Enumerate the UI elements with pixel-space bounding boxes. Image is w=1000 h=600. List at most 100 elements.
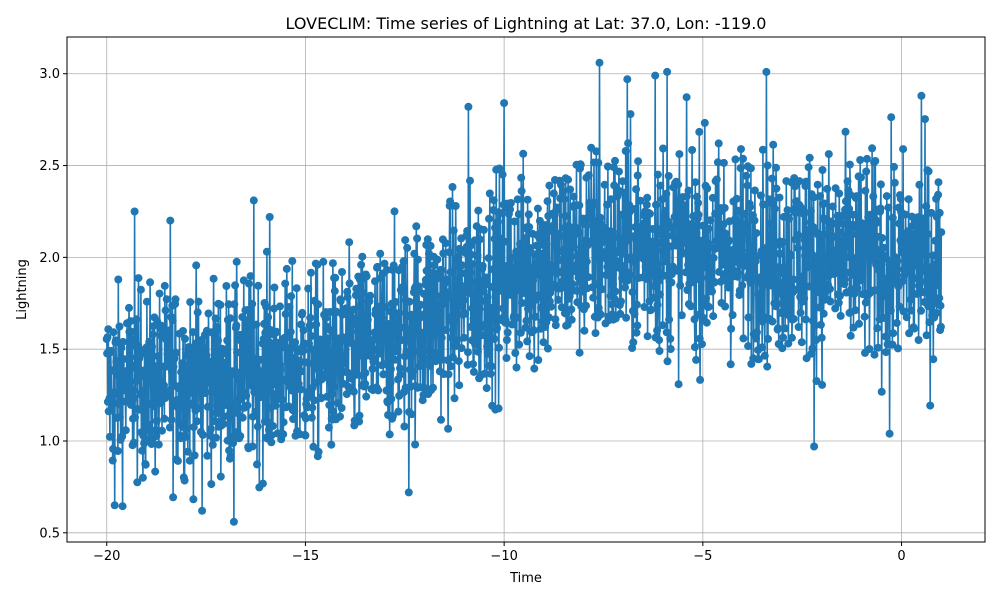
data-point [796,308,805,317]
data-point [936,322,945,331]
data-point [574,228,583,237]
data-point [497,246,506,255]
data-point [413,255,422,264]
y-tick-label: 1.0 [39,435,60,450]
y-tick-label: 0.5 [39,526,60,541]
data-point [387,395,396,403]
data-point [380,259,389,268]
data-point [154,352,162,361]
data-point [836,228,845,237]
data-point [793,244,802,253]
data-point [653,170,662,179]
data-point [630,310,639,319]
data-point [624,139,633,148]
data-point [235,376,244,385]
data-point [437,333,446,342]
data-point [785,301,794,310]
data-point [873,324,882,333]
data-point [324,423,333,432]
data-point [602,271,611,279]
data-point [165,386,174,395]
data-point [444,293,453,302]
data-point [490,334,499,343]
data-point [404,488,413,497]
data-point [330,287,339,296]
data-point [107,402,116,411]
data-point [287,292,296,301]
data-point [268,343,277,351]
data-point [870,286,879,295]
data-point [366,291,375,300]
data-point [634,157,643,166]
data-point [425,361,434,370]
data-point [477,331,486,340]
data-point [516,242,525,251]
data-point [593,232,602,241]
data-point [733,269,742,277]
data-point [442,275,451,284]
data-point [405,297,414,306]
data-point [243,350,251,359]
data-point [328,259,337,268]
data-point [249,196,258,205]
data-point [927,269,935,278]
data-point [843,177,852,186]
data-point [662,328,671,337]
data-point [262,302,271,311]
data-point [254,281,263,290]
data-point [853,254,862,263]
y-tick-label: 1.5 [39,343,60,358]
data-point [666,345,675,353]
data-point [419,289,428,298]
data-point [921,115,929,124]
data-point [206,424,215,433]
data-point [169,493,178,502]
data-point [762,248,771,257]
data-point [692,229,701,238]
data-point [898,248,907,257]
data-point [621,147,630,155]
data-point [623,75,632,84]
data-point [648,225,657,233]
data-point [813,180,822,189]
data-point [704,302,713,311]
data-point [512,313,521,322]
data-point [530,250,539,259]
data-point [106,346,115,355]
data-point [229,439,238,447]
data-point [658,321,667,330]
data-point [324,334,333,343]
data-point [782,271,791,280]
data-point [537,249,546,258]
data-point [115,413,124,422]
data-point [659,271,668,280]
data-point [222,386,231,395]
data-point [708,287,716,296]
data-point [313,260,322,269]
data-point [469,360,478,369]
data-point [478,262,487,270]
data-point [512,363,521,372]
data-point [271,401,280,410]
data-point [189,328,197,337]
data-point [154,440,163,449]
data-point [620,188,629,197]
data-point [448,183,457,191]
data-point [532,260,541,269]
data-point [855,319,863,328]
data-point [791,209,800,217]
data-point [226,314,235,323]
data-point [774,324,782,333]
data-point [185,456,194,465]
data-point [345,279,354,288]
data-point [580,326,589,335]
data-point [158,426,166,435]
data-point [566,185,575,194]
data-point [934,190,943,199]
data-point [328,328,337,337]
data-point [355,411,364,420]
data-point [194,404,203,413]
data-point [694,198,703,207]
data-point [632,328,641,337]
data-point [713,158,722,167]
